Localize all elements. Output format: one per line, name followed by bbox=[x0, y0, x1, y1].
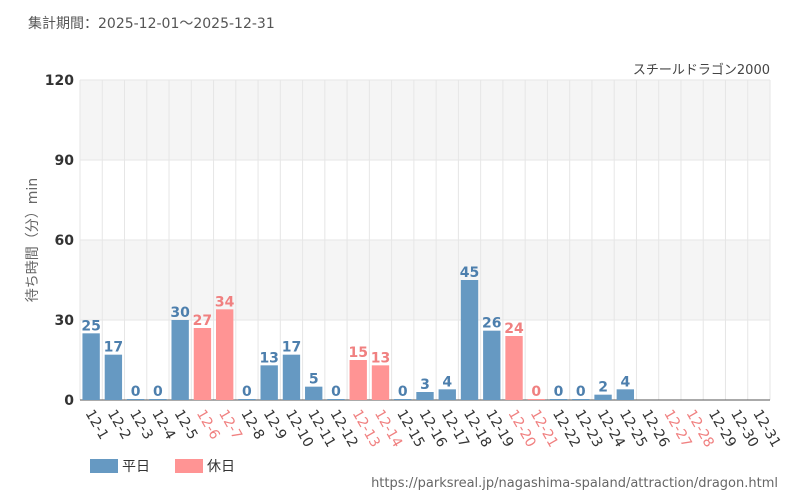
bar-value-label: 15 bbox=[348, 345, 367, 361]
bar bbox=[460, 280, 479, 400]
bar bbox=[149, 399, 167, 400]
bar-value-label: 4 bbox=[620, 374, 630, 390]
bar-value-label: 17 bbox=[282, 340, 301, 356]
grid-band bbox=[80, 240, 770, 320]
y-tick-label: 30 bbox=[55, 313, 75, 329]
legend-weekday-label: 平日 bbox=[122, 459, 150, 475]
bar-value-label: 26 bbox=[482, 316, 501, 332]
y-tick-label: 60 bbox=[55, 233, 75, 249]
bar-value-label: 24 bbox=[504, 321, 524, 337]
bar-value-label: 27 bbox=[193, 313, 212, 329]
legend: 平日 休日 bbox=[90, 459, 235, 475]
bar-value-label: 17 bbox=[104, 340, 123, 356]
bar bbox=[572, 399, 590, 400]
legend-holiday-label: 休日 bbox=[207, 459, 235, 475]
bar bbox=[305, 386, 323, 400]
bar bbox=[483, 330, 501, 400]
bar-value-label: 45 bbox=[460, 265, 479, 281]
bar bbox=[171, 320, 189, 400]
y-tick-label: 90 bbox=[55, 153, 75, 169]
bar bbox=[238, 399, 256, 400]
bar bbox=[416, 392, 434, 400]
bar bbox=[527, 399, 545, 400]
series-name: スチールドラゴン2000 bbox=[633, 62, 770, 78]
bar-value-label: 0 bbox=[153, 384, 163, 400]
bar-value-label: 34 bbox=[215, 294, 235, 310]
bar-value-label: 0 bbox=[131, 384, 141, 400]
bar bbox=[104, 354, 123, 400]
bar-value-label: 25 bbox=[81, 318, 100, 334]
bar bbox=[371, 365, 390, 400]
bar-value-label: 0 bbox=[576, 384, 586, 400]
grid-band bbox=[80, 160, 770, 240]
bar bbox=[549, 399, 568, 400]
bar-value-label: 0 bbox=[242, 384, 252, 400]
bar bbox=[193, 328, 212, 400]
bar-value-label: 4 bbox=[442, 374, 452, 390]
bar-value-label: 5 bbox=[309, 372, 319, 388]
bar-value-label: 13 bbox=[371, 350, 390, 366]
bar bbox=[215, 309, 234, 400]
legend-weekday-swatch bbox=[90, 459, 118, 473]
bar bbox=[82, 333, 100, 400]
grid-band bbox=[80, 80, 770, 160]
bar bbox=[505, 336, 523, 400]
bar-value-label: 3 bbox=[420, 377, 430, 393]
bar-value-label: 30 bbox=[170, 305, 190, 321]
y-axis-label: 待ち時間（分）min bbox=[25, 178, 41, 302]
bar-value-label: 0 bbox=[531, 384, 541, 400]
bar-value-label: 0 bbox=[398, 384, 408, 400]
bar bbox=[438, 389, 456, 400]
bar-value-label: 0 bbox=[554, 384, 564, 400]
bar bbox=[616, 389, 635, 400]
bar bbox=[594, 394, 612, 400]
y-tick-label: 120 bbox=[45, 73, 74, 89]
bar bbox=[126, 399, 145, 400]
bar-value-label: 13 bbox=[259, 350, 278, 366]
bar bbox=[260, 365, 278, 400]
source-url: https://parksreal.jp/nagashima-spaland/a… bbox=[371, 476, 778, 491]
bar bbox=[394, 399, 412, 400]
legend-holiday-swatch bbox=[175, 459, 203, 473]
period-label: 集計期間：2025-12-01〜2025-12-31 bbox=[28, 15, 275, 32]
bar bbox=[282, 354, 301, 400]
bar bbox=[349, 360, 367, 400]
plot-area: 03060901202512-11712-2012-3012-43012-527… bbox=[45, 73, 784, 450]
bar-value-label: 0 bbox=[331, 384, 341, 400]
bar bbox=[327, 399, 345, 400]
y-tick-label: 0 bbox=[64, 393, 74, 409]
bar-value-label: 2 bbox=[598, 380, 608, 396]
